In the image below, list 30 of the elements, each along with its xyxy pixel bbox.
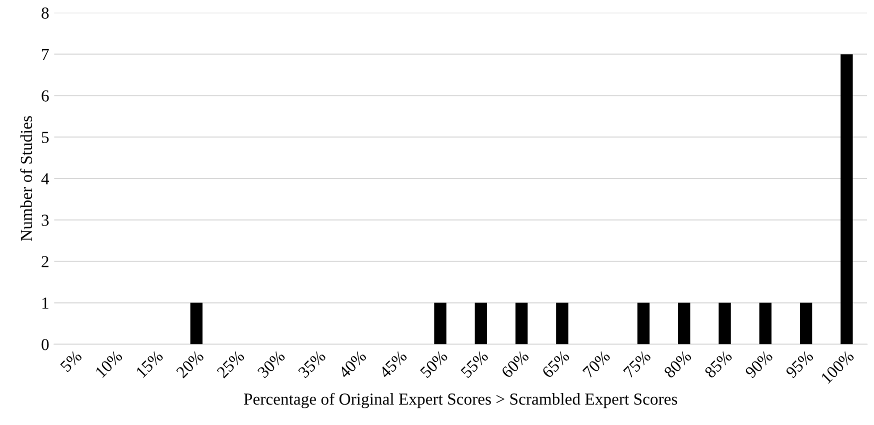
y-tick-label: 4 bbox=[41, 173, 50, 184]
x-tick-label: 25% bbox=[216, 350, 246, 379]
x-tick-label: 45% bbox=[378, 350, 408, 379]
x-tick-label: 65% bbox=[541, 350, 570, 379]
x-tick-label: 80% bbox=[663, 350, 692, 379]
y-tick-label: 5 bbox=[42, 132, 49, 144]
y-tick-label: 6 bbox=[42, 90, 49, 102]
y-tick-label: 1 bbox=[42, 298, 48, 309]
x-tick-label: 35% bbox=[298, 350, 326, 378]
y-tick-label: 0 bbox=[42, 338, 49, 350]
x-tick-label: 95% bbox=[785, 350, 814, 379]
x-tick-label: 40% bbox=[338, 350, 367, 379]
x-tick-label: 15% bbox=[136, 350, 164, 378]
x-tick-label: 75% bbox=[623, 350, 652, 378]
x-tick-label: 30% bbox=[257, 350, 286, 378]
x-axis-title: Percentage of Original Expert Scores > Scrambled Expert Scores bbox=[244, 392, 678, 408]
x-tick-label: 70% bbox=[582, 350, 611, 378]
x-tick-label: 50% bbox=[420, 350, 448, 378]
y-tick-label: 7 bbox=[42, 49, 49, 60]
y-tick-label: 2 bbox=[42, 256, 48, 268]
x-tick-label: 90% bbox=[744, 350, 774, 379]
x-tick-label: 55% bbox=[460, 350, 489, 378]
y-tick-label: 3 bbox=[42, 214, 49, 226]
y-axis-title: Number of Studies bbox=[20, 116, 32, 241]
x-tick-label: 60% bbox=[500, 350, 530, 379]
x-tick-label: 5% bbox=[60, 350, 82, 372]
x-tick-label: 20% bbox=[176, 350, 204, 379]
x-tick-label: 85% bbox=[704, 350, 733, 379]
x-tick-label: 10% bbox=[94, 350, 124, 378]
y-tick-label: 8 bbox=[42, 7, 49, 19]
